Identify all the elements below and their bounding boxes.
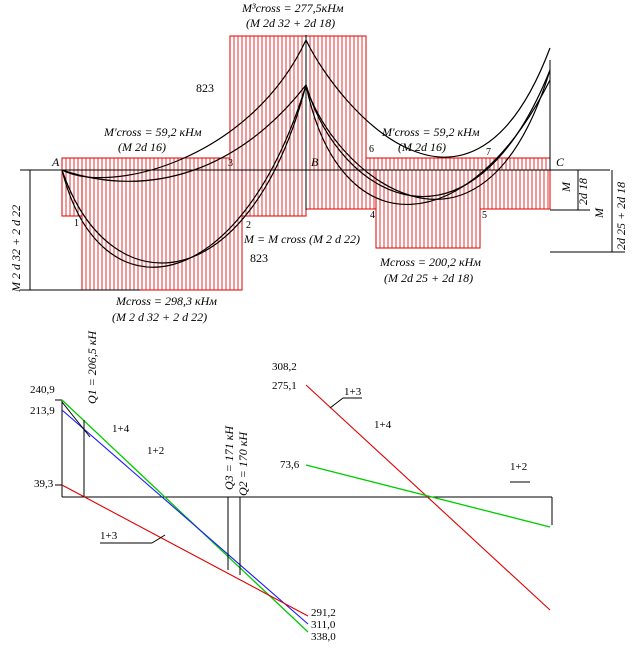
right-value-275: 275,1 <box>272 380 297 392</box>
right-top-label-2: (M 2d 16) <box>398 140 446 154</box>
left-bottom-label-1: Mcross = 298,3 кНм <box>115 294 217 308</box>
shear-line-red-left <box>61 484 309 617</box>
support-b: B <box>311 155 319 169</box>
point-3: 3 <box>228 158 233 169</box>
point-1: 1 <box>74 218 79 229</box>
shear-line-green-left <box>61 399 309 633</box>
right-dim-outer-label: 2d 25 + 2d 18 <box>614 182 628 250</box>
mid-label: M = M cross (M 2 d 22) <box>243 232 360 246</box>
right-value-73: 73,6 <box>280 459 300 471</box>
q3-label: Q3 = 171 кН <box>222 425 236 490</box>
left-top-label-1: M'cross = 59,2 кНм <box>103 125 202 139</box>
point-6: 6 <box>369 144 374 155</box>
right-top-label-1: M'cross = 59,2 кНм <box>381 125 480 139</box>
leader-1-3-right <box>329 397 344 409</box>
shear-line-black-left <box>61 401 91 438</box>
left-bottom-label-2: (M 2 d 32 + 2 d 22) <box>112 310 207 324</box>
combo-1-4-left: 1+4 <box>112 423 130 435</box>
shear-line-red-right <box>305 384 551 611</box>
top-moment-label-2: (M 2d 32 + 2d 18) <box>246 16 335 30</box>
shear-line-green-right <box>305 464 551 528</box>
right-dim-outer-m: M <box>592 207 606 219</box>
right-dim-inner-label: 2d 18 <box>576 178 590 205</box>
left-top-label-2: (M 2d 16) <box>118 140 166 154</box>
bottom-value-311: 311,0 <box>311 619 336 631</box>
combo-1-3-right: 1+3 <box>344 386 362 398</box>
point-7: 7 <box>486 147 491 158</box>
support-c: C <box>556 155 565 169</box>
q1-label: Q1 = 206,5 кН <box>85 330 99 404</box>
bottom-value-291: 291,2 <box>311 607 336 619</box>
shear-diagram: Q1 = 206,5 кН Q3 = 171 кН Q2 = 170 кН 24… <box>30 330 553 643</box>
left-value-213: 213,9 <box>30 405 55 417</box>
moment-curve-1 <box>61 38 551 179</box>
dim-823-bottom: 823 <box>250 251 268 265</box>
left-value-240: 240,9 <box>30 384 55 396</box>
left-dim-label: M 2 d 32 + 2 d 22 <box>9 205 23 293</box>
right-bottom-label-1: Mcross = 200,2 кНм <box>379 255 481 269</box>
moment-diagram: M³cross = 277,5кНм (M 2d 32 + 2d 18) 823… <box>9 1 628 324</box>
bottom-value-338: 338,0 <box>311 631 336 643</box>
point-5: 5 <box>482 210 487 221</box>
combo-1-3-left: 1+3 <box>100 530 118 542</box>
moment-envelope-hatching <box>61 35 551 291</box>
right-bottom-label-2: (M 2d 25 + 2d 18) <box>384 271 473 285</box>
combo-1-2-right: 1+2 <box>510 461 527 473</box>
leader-1-3-left-b <box>151 534 166 544</box>
hatch-block-10 <box>479 169 551 210</box>
moment-curve-4 <box>61 79 551 205</box>
combo-1-4-right: 1+4 <box>374 419 392 431</box>
support-a: A <box>51 155 60 169</box>
shear-line-blue-left <box>61 409 309 625</box>
point-4: 4 <box>370 210 375 221</box>
right-value-308: 308,2 <box>272 361 297 373</box>
hatch-block-2 <box>229 35 307 171</box>
point-2: 2 <box>246 220 251 231</box>
left-value-39: 39,3 <box>34 478 54 490</box>
right-dim-inner-m: M <box>559 181 573 193</box>
combo-1-2-left: 1+2 <box>147 445 164 457</box>
dim-823-top: 823 <box>196 81 214 95</box>
top-moment-label-1: M³cross = 277,5кНм <box>241 1 344 15</box>
q2-label: Q2 = 170 кН <box>236 431 250 496</box>
